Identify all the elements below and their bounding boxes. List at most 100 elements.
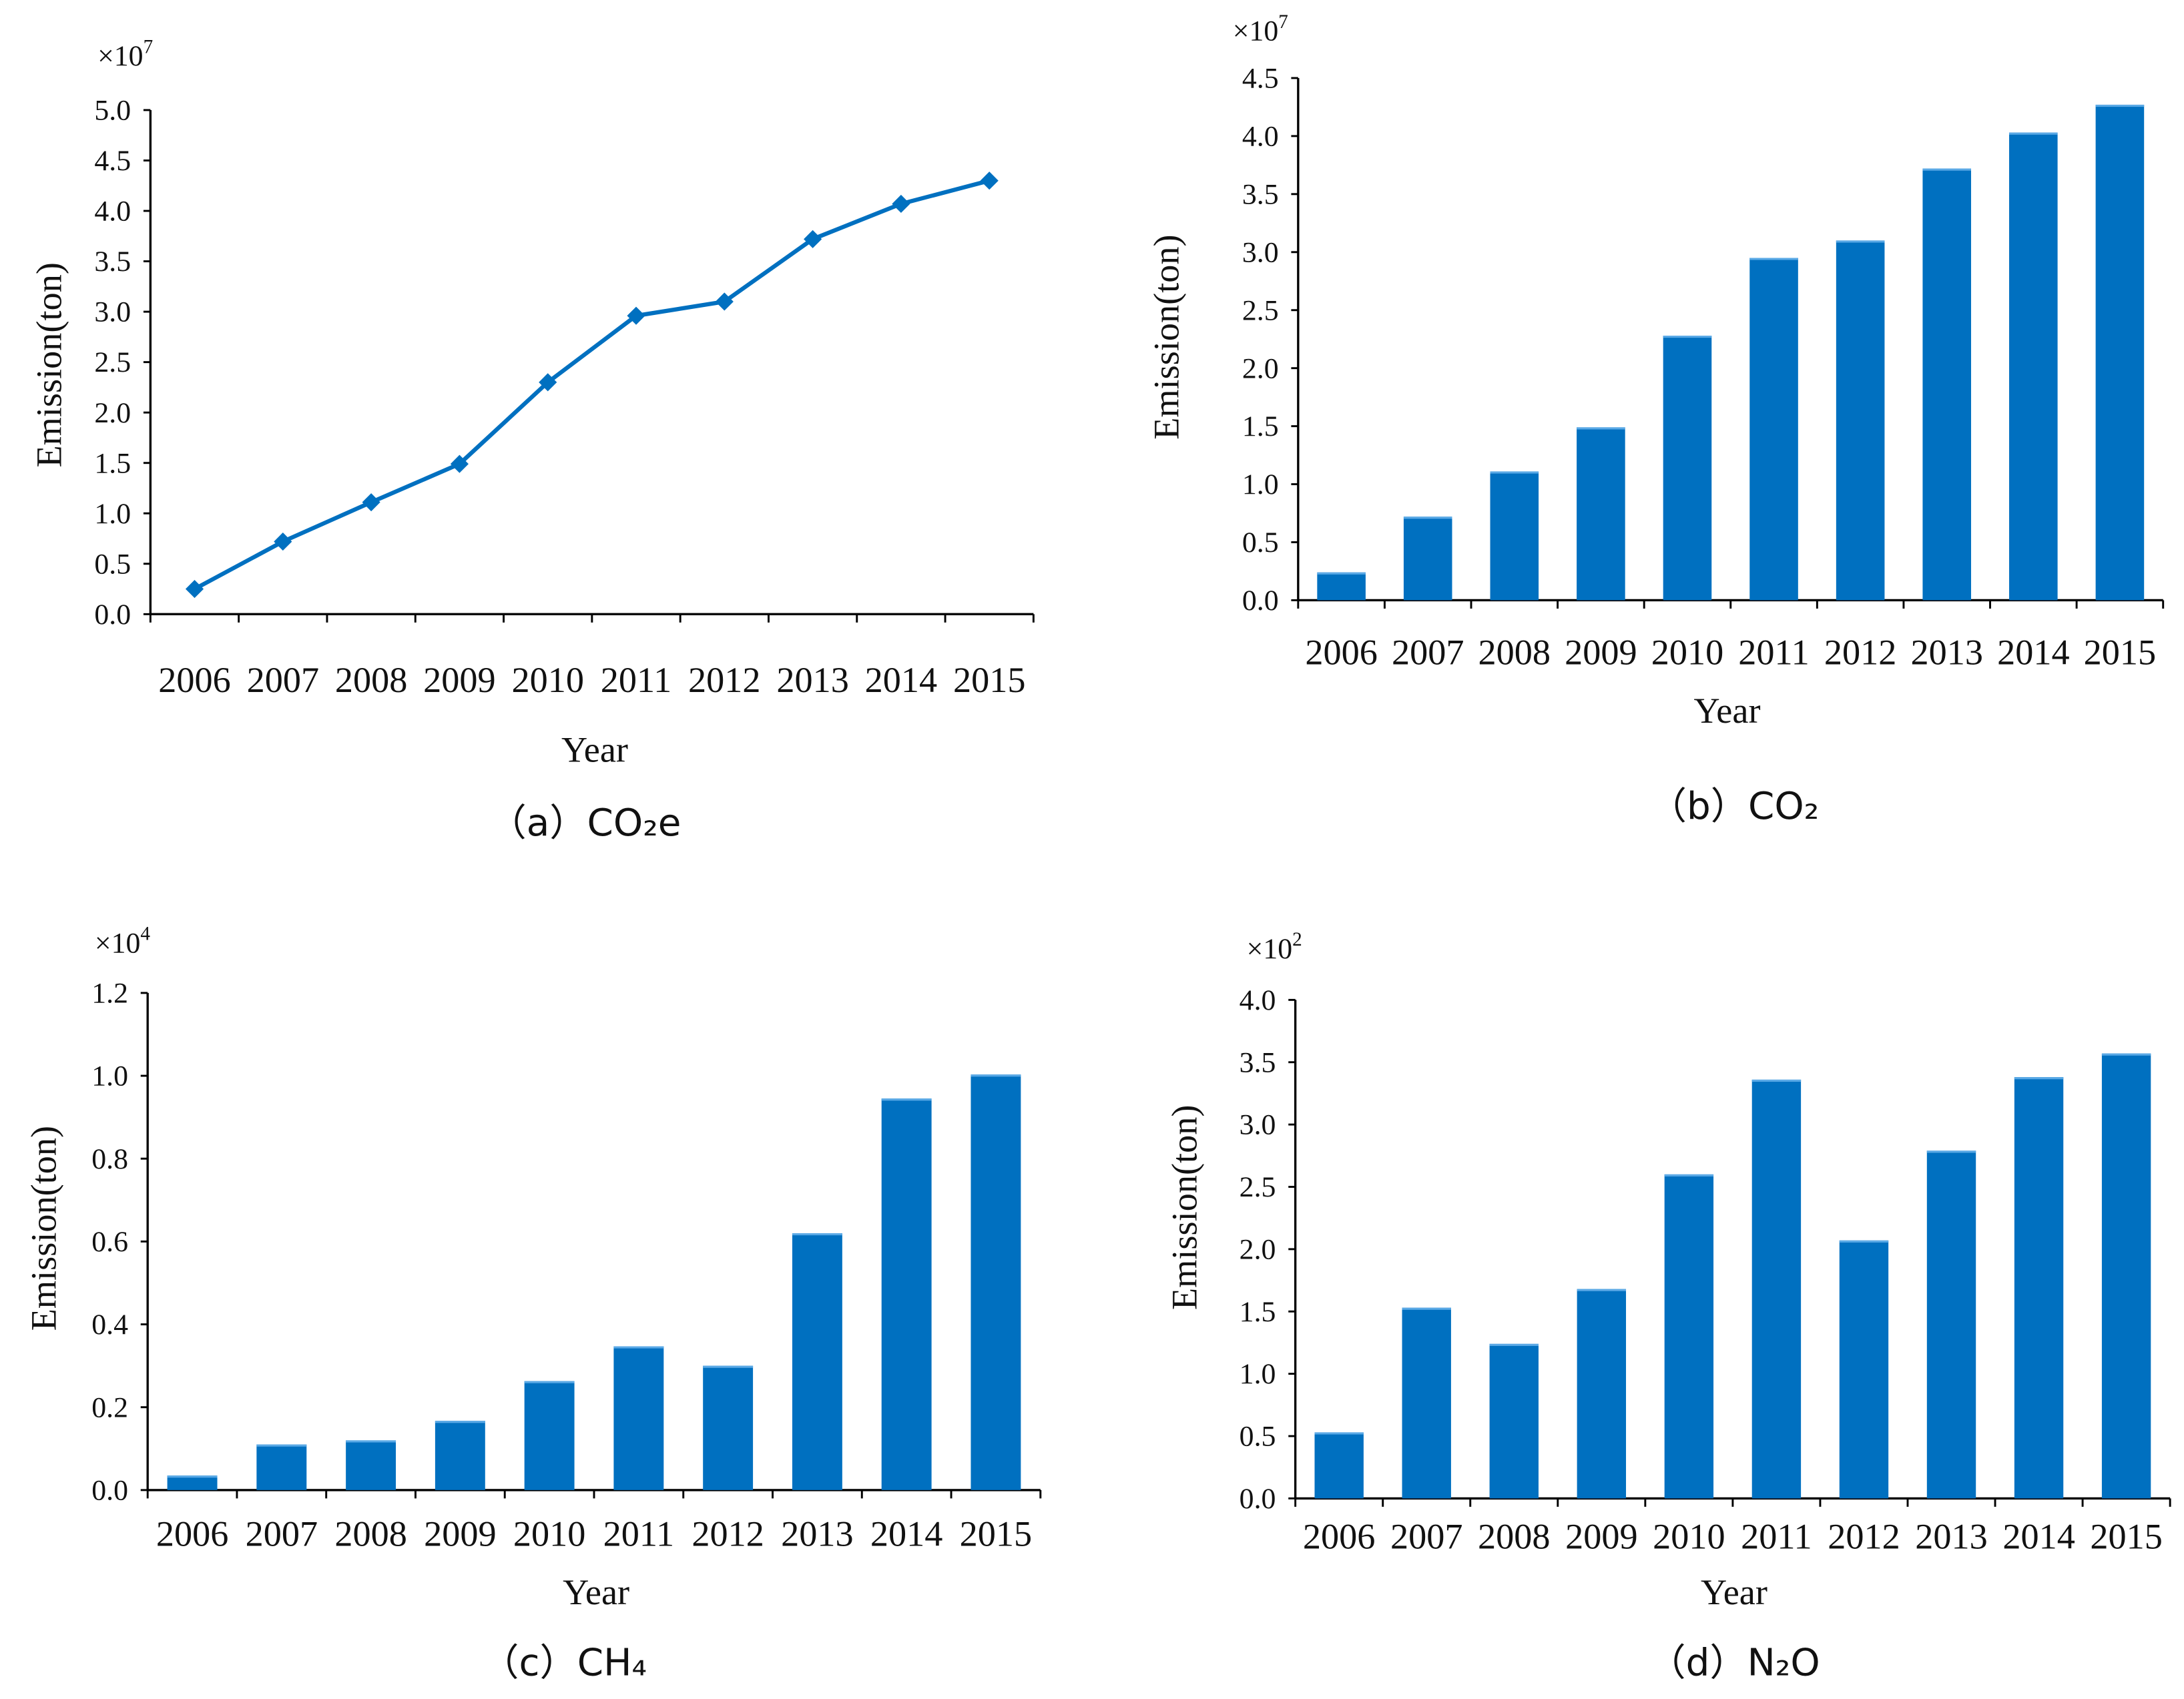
- x-tick-label: 2008: [1478, 632, 1551, 672]
- bar-2010: [524, 1381, 575, 1490]
- bar-highlight: [971, 1074, 1021, 1077]
- y-tick-label: 0.6: [91, 1226, 128, 1258]
- bar-highlight: [613, 1346, 664, 1349]
- y-tick-label: 4.0: [1240, 984, 1276, 1016]
- bar-highlight: [435, 1421, 485, 1423]
- x-tick-label: 2012: [1824, 632, 1897, 672]
- y-tick-label: 1.0: [91, 1060, 128, 1092]
- y-tick-label: 0.5: [1242, 527, 1279, 559]
- y-tick-label: 0.8: [91, 1143, 128, 1175]
- x-tick-label: 2009: [423, 660, 496, 700]
- bar-2008: [346, 1440, 396, 1490]
- y-tick-label: 3.5: [1242, 178, 1279, 210]
- panel-caption: （d）N₂O: [1648, 1641, 1820, 1684]
- y-tick-label: 0.0: [1240, 1483, 1276, 1515]
- axis-multiplier: ×107: [1233, 11, 1288, 47]
- bar-highlight: [1489, 1343, 1539, 1346]
- bar-highlight: [1836, 240, 1885, 243]
- bar-highlight: [167, 1475, 218, 1478]
- x-tick-label: 2010: [1653, 1517, 1725, 1557]
- x-tick-label: 2011: [601, 660, 672, 700]
- bar-2015: [2101, 1053, 2151, 1499]
- y-tick-label: 1.0: [1242, 468, 1279, 500]
- bar-2012: [703, 1365, 754, 1490]
- x-tick-label: 2011: [603, 1513, 675, 1554]
- y-tick-label: 1.5: [94, 447, 131, 479]
- x-tick-label: 2011: [1738, 632, 1810, 672]
- bar-highlight: [1663, 335, 1712, 338]
- bar-highlight: [1839, 1240, 1889, 1243]
- chart-panel-a: 0.0 0.5 1.0 1.5 2.0 2.5 3.0 3.5 4.0 4.5 5.0 2006 200…: [29, 36, 1035, 845]
- x-tick-label: 2007: [246, 1513, 318, 1554]
- bar-highlight: [1751, 1079, 1802, 1082]
- bar-2011: [1751, 1079, 1802, 1499]
- y-tick-label: 1.5: [1240, 1296, 1276, 1328]
- bar-highlight: [1403, 517, 1452, 519]
- multiplier-exponent: 2: [1292, 929, 1302, 950]
- diamond-marker-2007: [274, 533, 292, 551]
- bar-highlight: [1577, 427, 1625, 430]
- bar-2015: [971, 1074, 1021, 1490]
- diamond-marker-2012: [715, 292, 734, 311]
- bar-highlight: [2095, 104, 2145, 107]
- y-tick-label: 1.0: [94, 498, 131, 530]
- bar-2010: [1664, 1174, 1714, 1499]
- bar-2007: [1403, 517, 1452, 601]
- x-tick-label: 2014: [2002, 1517, 2075, 1557]
- x-tick-label: 2013: [776, 660, 849, 700]
- y-axis-label: Emission(ton): [23, 1126, 63, 1331]
- y-tick-label: 0.0: [1242, 585, 1279, 617]
- chart-panel-b: 0.0 0.5 1.0 1.5 2.0 2.5 3.0 3.5 4.0 4.5 2006 2007 20…: [1146, 11, 2165, 828]
- x-axis-label: Year: [561, 730, 628, 770]
- y-axis-label: Emission(ton): [29, 262, 69, 467]
- x-tick-label: 2015: [960, 1513, 1033, 1554]
- bar-highlight: [792, 1233, 842, 1236]
- bar-2012: [1839, 1240, 1889, 1499]
- bar-highlight: [1317, 572, 1366, 575]
- bar-highlight: [1314, 1432, 1364, 1435]
- diamond-marker-2013: [804, 230, 822, 248]
- y-tick-label: 0.4: [91, 1309, 128, 1341]
- bar-highlight: [703, 1365, 754, 1368]
- x-tick-label: 2009: [424, 1513, 497, 1554]
- x-tick-label: 2015: [2090, 1517, 2163, 1557]
- multiplier-exponent: 4: [140, 924, 150, 945]
- x-tick-label: 2013: [1910, 632, 1983, 672]
- x-tick-label: 2008: [334, 1513, 407, 1554]
- y-tick-label: 2.5: [1240, 1171, 1276, 1203]
- bar-2014: [2009, 132, 2058, 601]
- panel-caption: （a）CO₂e: [489, 801, 681, 845]
- bar-highlight: [1402, 1307, 1451, 1310]
- bar-highlight: [2101, 1053, 2151, 1056]
- chart-panel-d: 0.0 0.5 1.0 1.5 2.0 2.5 3.0 3.5 4.0 2006 2007 2008 2…: [1164, 929, 2171, 1684]
- bar-2007: [256, 1444, 307, 1490]
- axis-multiplier: ×102: [1247, 929, 1302, 965]
- multiplier-base: ×10: [97, 40, 144, 72]
- x-tick-label: 2006: [1303, 1517, 1376, 1557]
- y-tick-label: 3.0: [1242, 236, 1279, 268]
- multiplier-base: ×10: [1247, 933, 1293, 965]
- y-axis-label: Emission(ton): [1164, 1105, 1204, 1310]
- y-tick-label: 4.5: [94, 145, 131, 177]
- x-tick-label: 2007: [247, 660, 319, 700]
- bar-2011: [1749, 258, 1798, 601]
- y-tick-label: 1.2: [91, 978, 128, 1010]
- bar-highlight: [2009, 132, 2058, 135]
- x-tick-label: 2007: [1390, 1517, 1463, 1557]
- bar-highlight: [1490, 471, 1539, 474]
- y-tick-label: 0.5: [1240, 1421, 1276, 1453]
- bar-highlight: [1922, 168, 1972, 171]
- bar-2011: [613, 1346, 664, 1490]
- y-tick-label: 2.0: [1242, 352, 1279, 384]
- x-tick-label: 2010: [513, 1513, 586, 1554]
- bar-2012: [1836, 240, 1885, 601]
- chart-panel-c: 0.0 0.2 0.4 0.6 0.8 1.0 1.2 2006 2007 2008 2009 201…: [23, 924, 1042, 1684]
- y-tick-label: 1.0: [1240, 1358, 1276, 1390]
- y-tick-label: 4.5: [1242, 63, 1279, 95]
- x-tick-label: 2006: [156, 1513, 228, 1554]
- axis-multiplier: ×107: [97, 36, 153, 72]
- bar-2008: [1489, 1343, 1539, 1499]
- bar-2013: [792, 1233, 842, 1490]
- y-axis-label: Emission(ton): [1146, 234, 1186, 439]
- bar-2008: [1490, 471, 1539, 601]
